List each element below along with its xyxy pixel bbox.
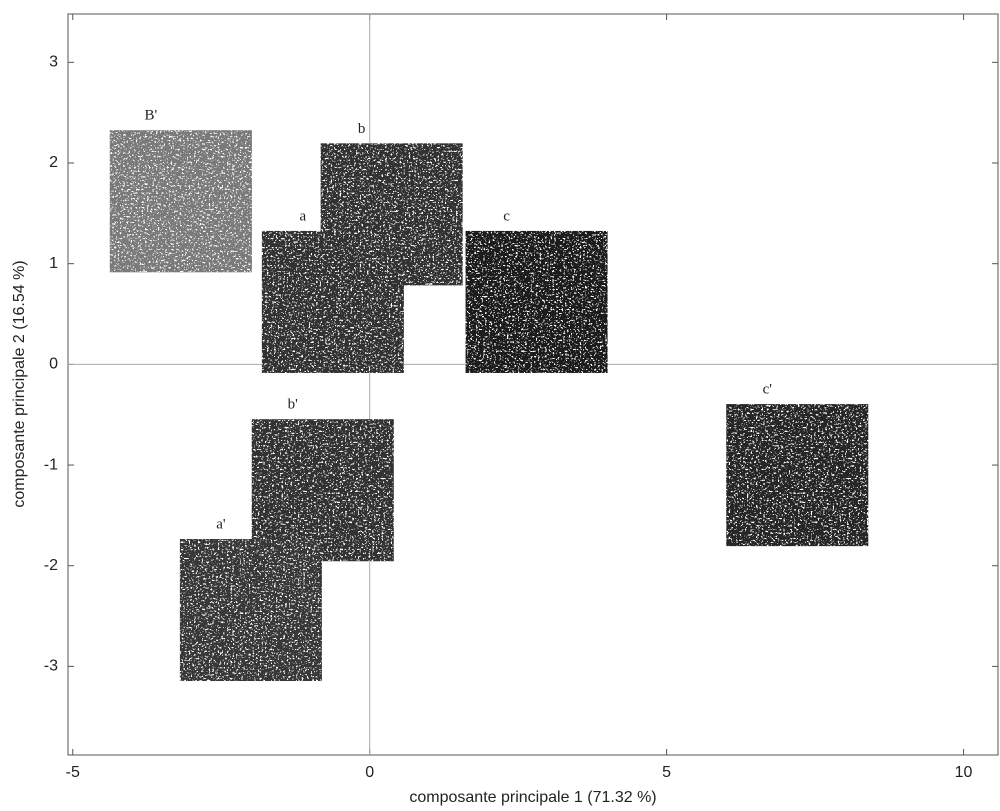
y-tick-label: 2 [49, 154, 58, 171]
texture-patch [109, 130, 252, 273]
point-label: b [358, 121, 366, 137]
point-label: c [503, 208, 510, 224]
y-tick-label: 0 [49, 356, 58, 373]
point-label: c' [763, 382, 773, 398]
x-tick-label: 0 [365, 764, 374, 781]
point-label: B' [144, 108, 157, 124]
x-axis-label: composante principale 1 (71.32 %) [409, 789, 656, 806]
y-tick-label: -2 [44, 557, 58, 574]
y-tick-label: 3 [49, 54, 58, 71]
texture-patch [726, 404, 869, 547]
x-tick-label: 5 [662, 764, 671, 781]
y-tick-label: 1 [49, 255, 58, 272]
y-tick-label: -3 [44, 658, 58, 675]
texture-patch [251, 419, 394, 562]
y-tick-label: -1 [44, 456, 58, 473]
x-tick-label: -5 [66, 764, 80, 781]
x-tick-label: 10 [955, 764, 973, 781]
y-axis-label: composante principale 2 (16.54 %) [11, 260, 28, 507]
point-label: b' [288, 397, 299, 413]
texture-patch [465, 230, 608, 373]
point-label: a' [216, 516, 226, 532]
texture-patch [320, 143, 463, 286]
plot-frame [67, 13, 999, 756]
texture-patch [179, 539, 322, 682]
point-label: a [300, 208, 307, 224]
